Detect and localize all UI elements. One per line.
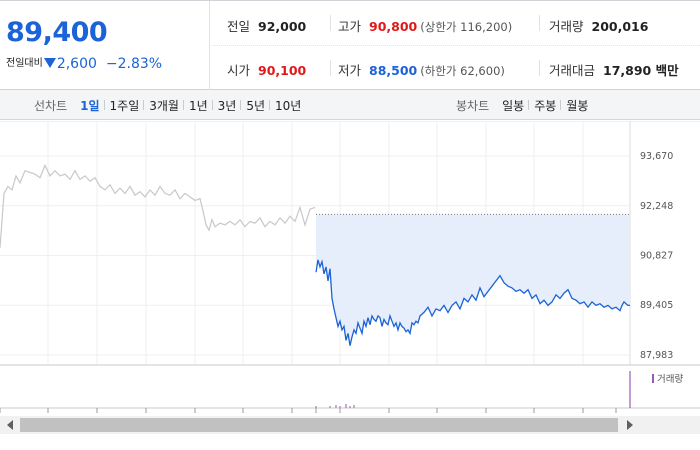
volume-legend-swatch (652, 374, 654, 383)
tab-weekly-candle[interactable]: 주봉 (528, 97, 561, 114)
current-price: 89,400 (6, 17, 108, 48)
prev-close-label: 전일 (227, 19, 251, 34)
high: 고가 90,800 (상한가 116,200) (338, 16, 512, 35)
quote-stats: 전일 92,000 고가 90,800 (상한가 116,200) 거래량 200,01… (211, 1, 700, 90)
candle-chart-label: 봉차트 (456, 98, 490, 113)
current-price-box: 89,400 전일대비 2,600 −2.83% (0, 1, 210, 90)
open-label: 시가 (227, 63, 251, 78)
y-tick-label: 93,670 (640, 151, 673, 162)
chart-period-tabs: 선차트 1일 1주일 3개월 1년 3년 5년 10년 봉차트 일봉 주봉 월봉 (0, 90, 700, 120)
lower-limit: (하한가 62,600) (420, 64, 505, 78)
down-triangle-icon (43, 58, 56, 68)
upper-limit: (상한가 116,200) (420, 20, 513, 34)
cell-divider (330, 60, 331, 76)
y-tick-label: 90,827 (640, 250, 673, 261)
tab-1day[interactable]: 1일 (80, 98, 100, 113)
cell-divider (539, 15, 540, 31)
high-value: 90,800 (369, 19, 418, 34)
change-row: 전일대비 2,600 −2.83% (6, 54, 162, 72)
y-tick-label: 92,248 (640, 201, 673, 212)
chart-scrollbar[interactable] (0, 416, 700, 434)
row-divider (211, 45, 700, 46)
open: 시가 90,100 (227, 60, 306, 79)
low: 저가 88,500 (하한가 62,600) (338, 60, 505, 79)
tab-3years[interactable]: 3년 (211, 97, 242, 114)
prev-close: 전일 92,000 (227, 16, 306, 35)
open-value: 90,100 (258, 63, 307, 78)
tab-3months[interactable]: 3개월 (143, 97, 184, 114)
chart-series (0, 163, 630, 346)
y-tick-label: 87,983 (640, 350, 673, 361)
high-label: 고가 (338, 19, 362, 34)
scroll-right-arrow-icon[interactable] (627, 420, 633, 430)
price-chart: 93,670 92,248 90,827 89,405 87,983 거래량 (0, 121, 700, 421)
line-chart-tabs: 선차트 1일 1주일 3개월 1년 3년 5년 10년 (34, 90, 306, 120)
volume: 거래량 200,016 (549, 16, 648, 35)
tab-1year[interactable]: 1년 (182, 97, 213, 114)
change-label: 전일대비 (6, 58, 43, 69)
trade-value: 거래대금 17,890 백만 (549, 60, 679, 79)
tab-5years[interactable]: 5년 (240, 97, 270, 114)
scroll-thumb[interactable] (20, 418, 618, 432)
volume-panel: 거래량 (0, 371, 700, 413)
quote-header: 89,400 전일대비 2,600 −2.83% 전일 92,000 고가 90,800… (0, 0, 700, 90)
below-prev-close-area (316, 214, 630, 346)
volume-value: 200,016 (591, 19, 649, 34)
cell-divider (539, 60, 540, 76)
cell-divider (330, 15, 331, 31)
price-chart-svg: 93,670 92,248 90,827 89,405 87,983 거래량 (0, 121, 700, 413)
volume-label: 거래량 (549, 19, 584, 34)
tab-10years[interactable]: 10년 (269, 97, 306, 114)
y-tick-label: 89,405 (640, 300, 673, 311)
trade-value-label: 거래대금 (549, 63, 596, 78)
prev-close-value: 92,000 (258, 19, 307, 34)
line-chart-label: 선차트 (34, 98, 68, 113)
volume-legend-label: 거래량 (657, 373, 683, 385)
low-label: 저가 (338, 63, 362, 78)
tab-daily-candle[interactable]: 일봉 (502, 98, 525, 113)
scroll-left-arrow-icon[interactable] (7, 420, 13, 430)
today-price-line (315, 259, 630, 346)
previous-day-line (0, 163, 316, 248)
candle-chart-tabs: 봉차트 일봉 주봉 월봉 (456, 90, 593, 120)
change-percent: −2.83% (105, 56, 163, 72)
y-axis: 93,670 92,248 90,827 89,405 87,983 (640, 151, 673, 361)
change-amount: 2,600 (56, 56, 97, 72)
trade-value-value: 17,890 백만 (603, 63, 679, 78)
low-value: 88,500 (369, 63, 418, 78)
tab-monthly-candle[interactable]: 월봉 (560, 97, 593, 114)
tab-1week[interactable]: 1주일 (103, 97, 145, 114)
